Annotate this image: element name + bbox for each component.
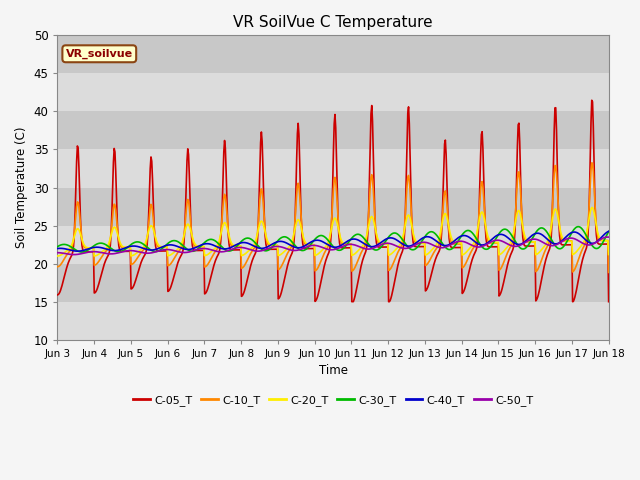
C-50_T [417,240,425,246]
C-30_T [78,249,86,255]
C-05_T [605,299,612,305]
C-20_T [120,244,128,250]
C-30_T [574,224,582,229]
C-40_T [54,246,61,252]
C-05_T [205,281,213,287]
Bar [58,36,609,73]
C-30_T [121,247,129,252]
C-30_T [605,228,612,234]
C-10_T [205,259,213,265]
Bar [58,226,609,264]
Line: C-20_T: C-20_T [58,207,609,256]
C-50_T [401,246,408,252]
C-20_T [416,240,424,246]
C-40_T [605,228,612,234]
C-10_T [54,264,61,270]
C-30_T [401,240,408,246]
C-50_T [70,252,78,257]
C-10_T [588,160,596,166]
Y-axis label: Soil Temperature (C): Soil Temperature (C) [15,127,28,248]
Bar [58,188,609,226]
C-05_T [120,249,128,254]
C-05_T [348,299,356,305]
C-10_T [120,245,128,251]
Bar [58,149,609,188]
C-10_T [63,251,71,257]
C-40_T [63,246,71,252]
C-05_T [417,244,425,250]
X-axis label: Time: Time [319,364,348,377]
Bar [58,73,609,111]
C-05_T [401,228,408,233]
C-30_T [54,244,61,250]
Line: C-05_T: C-05_T [58,100,609,302]
C-10_T [400,230,408,236]
Line: C-50_T: C-50_T [58,237,609,254]
Bar [58,302,609,340]
C-40_T [401,242,408,248]
C-05_T [588,97,596,103]
C-05_T [63,263,71,268]
C-10_T [605,270,612,276]
C-05_T [54,292,61,298]
C-50_T [604,234,612,240]
C-40_T [74,248,81,254]
C-30_T [206,237,214,242]
C-50_T [121,248,129,254]
C-20_T [605,252,612,257]
C-30_T [417,240,425,246]
Line: C-10_T: C-10_T [58,163,609,273]
C-20_T [176,244,184,250]
Line: C-40_T: C-40_T [58,231,609,251]
C-20_T [63,248,71,253]
C-20_T [400,229,408,235]
C-50_T [54,250,61,255]
Legend: C-05_T, C-10_T, C-20_T, C-30_T, C-40_T, C-50_T: C-05_T, C-10_T, C-20_T, C-30_T, C-40_T, … [129,391,538,410]
C-40_T [121,245,129,251]
C-20_T [205,251,213,256]
C-50_T [605,234,612,240]
C-10_T [176,247,184,252]
Line: C-30_T: C-30_T [58,227,609,252]
Bar [58,111,609,149]
C-05_T [176,254,184,260]
Bar [58,264,609,302]
C-40_T [206,241,214,247]
C-40_T [177,245,185,251]
C-20_T [588,204,596,210]
Title: VR SoilVue C Temperature: VR SoilVue C Temperature [233,15,433,30]
C-40_T [417,236,425,242]
C-30_T [177,241,185,247]
C-50_T [177,249,185,255]
C-20_T [54,253,61,259]
C-50_T [63,251,71,257]
C-50_T [206,247,214,252]
Text: VR_soilvue: VR_soilvue [66,48,133,59]
C-10_T [416,240,424,246]
C-30_T [63,242,71,248]
